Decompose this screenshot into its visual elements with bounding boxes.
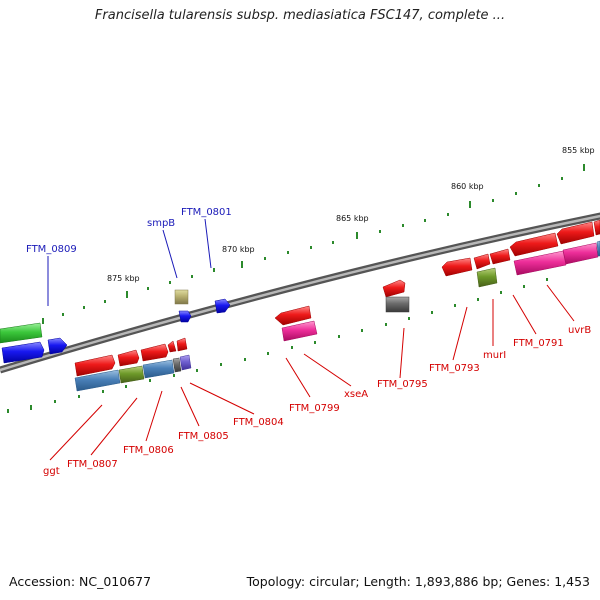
reverse-genes (74, 219, 600, 392)
gene-label-uvrb: uvrB (568, 325, 591, 336)
gene-smpb-block[interactable] (174, 289, 189, 305)
gene-ftm-0809-arrow[interactable] (0, 322, 43, 344)
gene-ftm-0795-block[interactable] (385, 296, 410, 313)
gene-muri-block[interactable] (476, 267, 498, 288)
gene-label-ftm-0807: FTM_0807 (67, 459, 118, 470)
gene-label-ftm-0799: FTM_0799 (289, 403, 340, 414)
scale-label-870: 870 kbp (222, 245, 255, 254)
gene-smpb-arrow[interactable] (178, 310, 192, 323)
gene-label-ftm-0791: FTM_0791 (513, 338, 564, 349)
gene-arrow[interactable] (593, 219, 600, 236)
gene-arrow[interactable] (140, 343, 169, 362)
gene-arrow[interactable] (47, 337, 68, 355)
gene-ftm-0806-block[interactable] (142, 359, 175, 379)
gene-ftm-0795-arrow[interactable] (382, 279, 406, 298)
gene-label-ftm-0804: FTM_0804 (233, 417, 284, 428)
backbone-highlight (0, 214, 600, 372)
gene-label-ftm-0793: FTM_0793 (429, 363, 480, 374)
map-title: Francisella tularensis subsp. mediasiati… (94, 8, 506, 23)
gene-block[interactable] (596, 240, 600, 257)
gene-arrow[interactable] (176, 337, 188, 352)
gene-arrow[interactable] (74, 354, 116, 377)
gene-label-ftm-0801: FTM_0801 (181, 207, 232, 218)
gene-arrow[interactable] (167, 340, 177, 353)
gene-uvrb-block[interactable] (562, 242, 599, 265)
gene-label-ftm-0809: FTM_0809 (26, 244, 77, 255)
gene-arrow[interactable] (1, 341, 45, 364)
forward-genes (0, 289, 231, 364)
gene-ftm-0804-block[interactable] (179, 354, 192, 371)
outer-scale-ticks (0, 164, 585, 341)
gene-arrow[interactable] (117, 349, 140, 367)
gene-ggt-block[interactable] (74, 369, 121, 392)
accession-text: Accession: NC_010677 (9, 574, 152, 589)
gene-label-xsea: xseA (344, 389, 368, 400)
genome-summary-text: Topology: circular; Length: 1,893,886 bp… (246, 574, 590, 589)
scale-label-865: 865 kbp (336, 214, 369, 223)
gene-label-ftm-0795: FTM_0795 (377, 379, 428, 390)
gene-arrow[interactable] (214, 298, 231, 314)
leader-lines-red (49, 284, 575, 461)
gene-arrow[interactable] (473, 253, 491, 270)
scale-label-855: 855 kbp (562, 146, 595, 155)
gene-label-smpb: smpB (147, 218, 175, 229)
gene-xsea-block[interactable] (281, 320, 318, 342)
gene-uvrb-arrow[interactable] (556, 221, 595, 245)
gene-label-ftm-0806: FTM_0806 (123, 445, 174, 456)
gene-ftm-0799-arrow[interactable] (274, 305, 312, 326)
gene-ftm-0793-arrow[interactable] (441, 257, 473, 277)
scale-label-875: 875 kbp (107, 274, 140, 283)
gene-label-ftm-0805: FTM_0805 (178, 431, 229, 442)
leader-lines-blue (47, 218, 212, 306)
gene-arrow[interactable] (489, 248, 511, 265)
gene-ftm-0805-block[interactable] (172, 357, 182, 373)
gene-ftm-0791-arrow[interactable] (509, 232, 559, 257)
scale-label-860: 860 kbp (451, 182, 484, 191)
gene-label-ggt: ggt (43, 466, 60, 477)
inner-scale-ticks (7, 278, 548, 413)
gene-ftm-0791-block[interactable] (513, 250, 567, 276)
gene-label-muri: murI (483, 350, 506, 361)
gene-ftm-0807-block[interactable] (118, 365, 145, 384)
